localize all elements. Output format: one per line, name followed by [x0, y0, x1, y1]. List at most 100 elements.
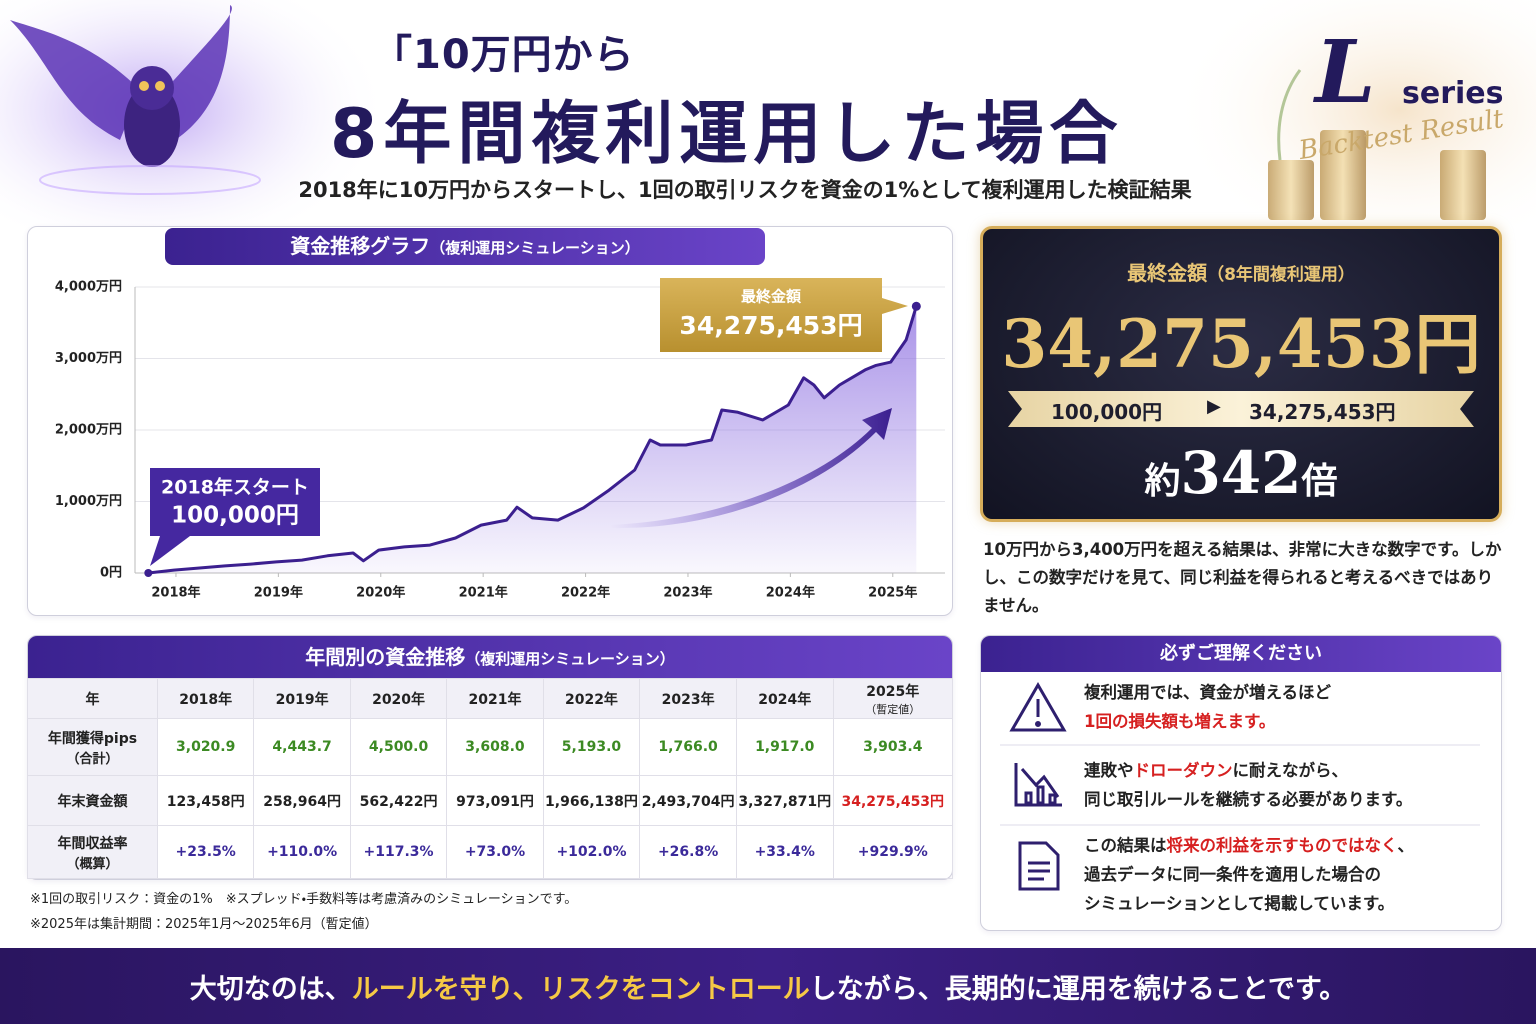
- header-text: 2020年: [372, 691, 426, 708]
- ribbon-arrow: ▶: [1207, 396, 1221, 417]
- y-tick-label: 1,000万円: [55, 494, 122, 509]
- header-text: 2022年: [564, 691, 618, 708]
- text-segment: 大切なのは、: [189, 974, 352, 1005]
- annotation-text: 最終金額: [741, 288, 802, 306]
- header-text: 2018年: [179, 691, 233, 708]
- table-cell: 3,020.9: [157, 718, 255, 776]
- text-segment: 過去データに同一条件を適用した場合の: [1084, 865, 1381, 884]
- header-text: 年: [85, 691, 100, 708]
- notice-line: 1回の損失額も増えます。: [1084, 707, 1331, 736]
- paragraph: 10万円から3,400万円を超える結果は、非常に大きな数字です。しかし、この数字…: [983, 540, 1502, 615]
- plot: 0円 1,000万円 2,000万円 3,000万円 4,000万円 2018年 2019年…: [55, 280, 945, 601]
- table-cell: +23.5%: [157, 825, 255, 879]
- title-line1: 「10万円から: [372, 32, 635, 78]
- header-text: 2023年: [661, 691, 715, 708]
- row-label: 年末資金額: [26, 775, 159, 826]
- annotation-box: [150, 468, 320, 566]
- row-label-text: 年末資金額: [57, 793, 128, 810]
- subtitle: 2018年に10万円からスタートし、1回の取引リスクを資金の1%として複利運用し…: [298, 178, 1192, 202]
- result-title-main: 最終金額: [1127, 261, 1208, 285]
- ribbon: [1008, 391, 1474, 427]
- table-cell: 1,766.0: [639, 718, 737, 776]
- result-from: 100,000円: [1051, 400, 1163, 424]
- annotation-box: [660, 278, 908, 352]
- header-cell: 2018年: [157, 678, 255, 719]
- table-cell: 3,327,871円: [735, 775, 834, 826]
- icon-document: [1018, 841, 1060, 891]
- text-segment: 同じ取引ルールを継続する必要があります。: [1084, 790, 1413, 809]
- annotation-text: 34,275,453円: [679, 311, 862, 340]
- text-segment: 連敗や: [1084, 761, 1134, 780]
- footnote: ※2025年は集計期間：2025年1月〜2025年6月（暫定値）: [30, 917, 378, 932]
- table-row: 年末資金額 123,458円 258,964円 562,422円 973,091円 1,9…: [26, 775, 954, 826]
- y-tick-label: 0円: [100, 566, 122, 581]
- notice-line: この結果は将来の利益を示すものではなく、: [1084, 831, 1414, 860]
- notice-item: この結果は将来の利益を示すものではなく、過去データに同一条件を適用した場合の シミ…: [1084, 831, 1414, 918]
- header-cell: 年: [26, 678, 159, 719]
- table-header-row: 年 2018年 2019年 2020年 2021年 2022年 2023年 2024年 2025…: [26, 678, 954, 719]
- table-subtitle: （複利運用シミュレーション）: [465, 650, 675, 668]
- table-title: 年間別の資金推移: [305, 645, 466, 669]
- text-segment: 、: [1397, 836, 1415, 855]
- x-tick-label: 2021年: [459, 585, 508, 601]
- table-cell: +117.3%: [349, 825, 448, 879]
- notice-item: 連敗やドローダウンに耐えながら、 同じ取引ルールを継続する必要があります。: [1084, 756, 1412, 814]
- chart-subtitle: （複利運用シミュレーション）: [430, 239, 640, 257]
- table-cell: +102.0%: [542, 825, 641, 879]
- text-segment: ドローダウン: [1133, 761, 1233, 780]
- header-cell: 2024年: [735, 678, 834, 719]
- x-tick-label: 2019年: [254, 585, 303, 601]
- annotation-start: 2018年スタート 100,000円: [150, 468, 320, 566]
- table-row: 年間収益率 （概算） +23.5% +110.0% +117.3% +73.0% +102.…: [26, 825, 954, 879]
- table-cell: +73.0%: [446, 825, 544, 879]
- table-header: 年間別の資金推移（複利運用シミュレーション）: [28, 636, 952, 679]
- table-cell: +110.0%: [253, 825, 351, 879]
- y-tick-label: 2,000万円: [55, 423, 122, 438]
- notice-panel: 必ずご理解ください: [980, 635, 1502, 931]
- x-tick-label: 2020年: [356, 585, 405, 601]
- table-cell: 562,422円: [349, 775, 448, 826]
- multiple-suffix: 倍: [1301, 460, 1338, 502]
- table-cell: 4,443.7: [253, 718, 351, 776]
- notice-icons: [1000, 682, 1480, 891]
- table-cell: +26.8%: [639, 825, 737, 879]
- y-tick-label: 3,000万円: [55, 351, 122, 366]
- table-cell: 5,193.0: [542, 718, 641, 776]
- footer-banner: 大切なのは、ルールを守り、リスクをコントロールしながら、長期的に運用を続けること…: [0, 948, 1536, 1024]
- coins: [1268, 69, 1486, 220]
- brand-letter: L: [1315, 22, 1376, 123]
- line: [148, 305, 918, 575]
- text-segment: 複利運用では、資金が増えるほど: [1084, 683, 1332, 702]
- table-cell: 4,500.0: [349, 718, 448, 776]
- trend-arrow: [610, 408, 892, 529]
- text-segment: ルールを守り、: [351, 974, 540, 1005]
- result-amount: 34,275,453円: [1001, 305, 1481, 383]
- header-text: 2024年: [758, 691, 812, 708]
- icon-drawdown: [1014, 763, 1062, 807]
- text-segment: 1回の損失額も増えます。: [1084, 712, 1276, 731]
- table-cell: 3,608.0: [446, 718, 544, 776]
- notice-title: 必ずご理解ください: [981, 636, 1501, 672]
- table-cell: 3,903.4: [832, 718, 954, 776]
- header-text: 2025年: [866, 683, 920, 700]
- notice-item: 複利運用では、資金が増えるほど 1回の損失額も増えます。: [1084, 678, 1331, 736]
- area: [148, 306, 917, 573]
- row-label-text: 年間獲得pips: [47, 730, 138, 747]
- annotation-final: 最終金額 34,275,453円: [660, 278, 908, 352]
- table-cell: 258,964円: [253, 775, 351, 826]
- table-cell: 973,091円: [446, 775, 544, 826]
- table-cell: 34,275,453円: [832, 775, 954, 826]
- annotation-text: 100,000円: [171, 503, 299, 529]
- result-box: 最終金額（8年間複利運用） 34,275,453円 100,000円 ▶ 34,…: [980, 226, 1502, 522]
- title-line2: 8年間複利運用した場合: [330, 95, 1124, 174]
- table-cell: 1,966,138円: [542, 775, 641, 826]
- result-title-note: （8年間複利運用）: [1207, 265, 1355, 285]
- header-note: （暫定値）: [865, 702, 921, 716]
- header-cell: 2022年: [542, 678, 641, 719]
- y-tick-label: 4,000万円: [55, 280, 122, 295]
- header-text: 2019年: [275, 691, 329, 708]
- row-label: 年間収益率 （概算）: [26, 825, 159, 879]
- owl: [10, 5, 261, 195]
- text-segment: シミュレーションとして掲載しています。: [1084, 894, 1395, 913]
